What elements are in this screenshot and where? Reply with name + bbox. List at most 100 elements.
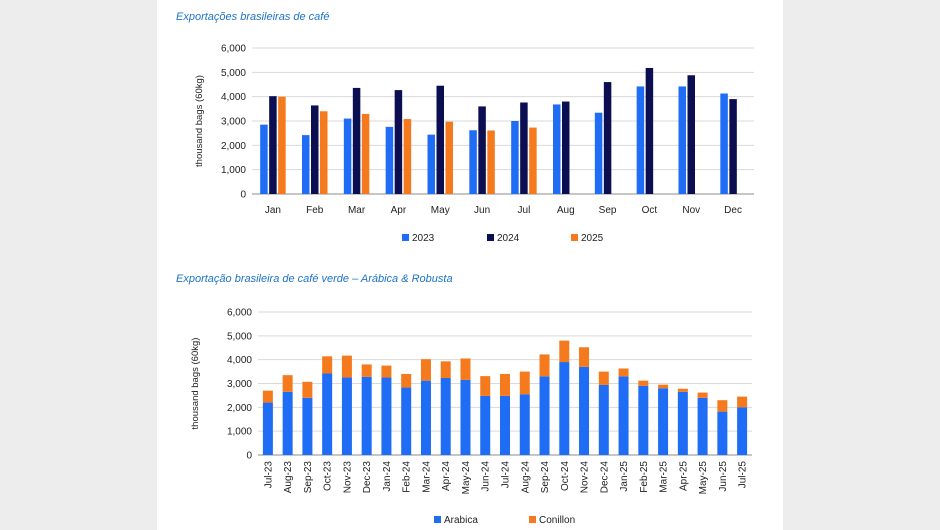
bar-group-may: [427, 85, 453, 194]
bar-2024-aug: [562, 101, 570, 194]
bar-arabica-oct-23: [322, 373, 333, 455]
bar-2023-apr: [385, 126, 394, 194]
stack-dec-24: [598, 371, 609, 455]
bar-conillon-mar-25: [658, 384, 669, 389]
stack-feb-25: [638, 380, 649, 455]
bar-arabica-feb-25: [638, 385, 649, 455]
bar-conillon-jul-24: [500, 373, 510, 396]
y-tick-label: 6,000: [221, 44, 246, 55]
bar-group-jun: [469, 106, 495, 194]
chart-1-title: Exportações brasileiras de café: [176, 11, 330, 23]
bar-2024-feb: [311, 105, 319, 194]
bar-2025-apr: [403, 119, 412, 194]
y-tick-label: 3,000: [221, 117, 246, 128]
legend-item-arabica: Arabica: [434, 515, 478, 526]
bar-arabica-oct-24: [559, 362, 570, 455]
y-tick-label: 0: [240, 190, 246, 201]
stack-aug-23: [282, 375, 293, 455]
x-tick-label: Jan-25: [619, 461, 630, 492]
stack-sep-24: [539, 354, 550, 455]
bar-2023-jul: [511, 121, 519, 194]
x-tick-label: Nov: [682, 205, 700, 216]
y-tick-label: 5,000: [227, 331, 252, 342]
x-tick-label: Aug-23: [283, 461, 294, 494]
legend-swatch: [571, 234, 578, 241]
bar-2025-mar: [361, 113, 370, 194]
bar-conillon-feb-24: [401, 373, 412, 388]
stack-jul-25: [737, 396, 748, 455]
legend-swatch: [487, 234, 494, 241]
x-tick-label: Oct-24: [560, 461, 571, 491]
bar-2024-jun: [478, 106, 486, 194]
y-tick-label: 3,000: [227, 379, 252, 390]
bar-arabica-apr-24: [440, 378, 451, 455]
bar-2023-nov: [678, 86, 686, 194]
x-tick-label: Jun-24: [481, 461, 492, 492]
stack-oct-23: [322, 356, 333, 455]
bar-arabica-mar-24: [420, 380, 431, 455]
legend-swatch: [529, 516, 536, 523]
bar-conillon-oct-23: [322, 356, 333, 374]
bar-conillon-nov-23: [341, 355, 352, 378]
bar-group-oct: [636, 67, 654, 194]
stack-mar-25: [658, 384, 669, 455]
stack-jun-24: [480, 376, 491, 455]
stack-may-25: [697, 392, 708, 455]
bar-group-nov: [678, 75, 695, 194]
stack-oct-24: [559, 340, 570, 455]
y-tick-label: 1,000: [221, 165, 246, 176]
x-tick-label: Nov-23: [342, 461, 353, 494]
legend-label: 2023: [412, 233, 435, 244]
bar-2023-mar: [343, 118, 352, 194]
bar-conillon-may-24: [460, 358, 471, 380]
x-tick-label: Mar-24: [421, 461, 432, 493]
y-tick-label: 4,000: [227, 355, 252, 366]
bar-group-aug: [553, 101, 570, 194]
y-tick-label: 6,000: [227, 308, 252, 319]
bar-2024-sep: [603, 82, 612, 194]
bar-2025-feb: [320, 111, 328, 194]
stack-jul-24: [500, 373, 510, 455]
x-tick-label: Jul-25: [738, 461, 749, 489]
x-tick-label: Aug: [557, 205, 575, 216]
bar-arabica-jun-24: [480, 395, 491, 455]
bar-arabica-dec-24: [598, 384, 609, 455]
bar-arabica-mar-25: [658, 388, 669, 455]
bar-arabica-jul-25: [737, 407, 748, 455]
stack-nov-24: [579, 347, 590, 455]
x-tick-label: Mar-25: [659, 461, 670, 493]
bar-conillon-dec-23: [361, 364, 372, 377]
legend-label: 2025: [581, 233, 604, 244]
x-tick-label: Dec-24: [599, 461, 610, 494]
x-tick-label: Jun: [474, 205, 490, 216]
bar-arabica-jul-23: [262, 402, 273, 455]
y-tick-label: 2,000: [221, 141, 246, 152]
bar-2024-jan: [269, 96, 277, 194]
bar-conillon-mar-24: [420, 359, 431, 381]
stack-apr-24: [440, 361, 451, 455]
bar-arabica-apr-25: [677, 391, 688, 455]
legend-label: Arabica: [444, 515, 478, 526]
bar-2024-mar: [352, 87, 361, 194]
bar-2024-nov: [687, 75, 695, 194]
bar-2024-oct: [645, 67, 654, 194]
bar-conillon-aug-24: [519, 371, 530, 395]
y-tick-label: 2,000: [227, 403, 252, 414]
bar-2025-may: [445, 121, 453, 194]
bar-conillon-aug-23: [282, 375, 293, 392]
bar-conillon-jul-25: [737, 396, 748, 408]
x-tick-label: Jan: [265, 205, 281, 216]
x-tick-label: Jul: [518, 205, 531, 216]
bar-conillon-jun-24: [480, 376, 491, 396]
stack-sep-23: [302, 381, 313, 455]
report-page: Exportações brasileiras de café 0 1,000 2,…: [157, 0, 783, 530]
bar-conillon-may-25: [697, 392, 708, 398]
bar-conillon-sep-24: [539, 354, 550, 377]
x-tick-label: Aug-24: [520, 461, 531, 494]
stack-aug-24: [519, 371, 530, 455]
stack-jan-25: [618, 368, 629, 455]
y-axis-label: thousand bags (60kg): [194, 75, 205, 167]
bar-group-apr: [385, 90, 412, 194]
bar-arabica-jan-24: [381, 377, 392, 455]
stack-jan-24: [381, 365, 392, 455]
